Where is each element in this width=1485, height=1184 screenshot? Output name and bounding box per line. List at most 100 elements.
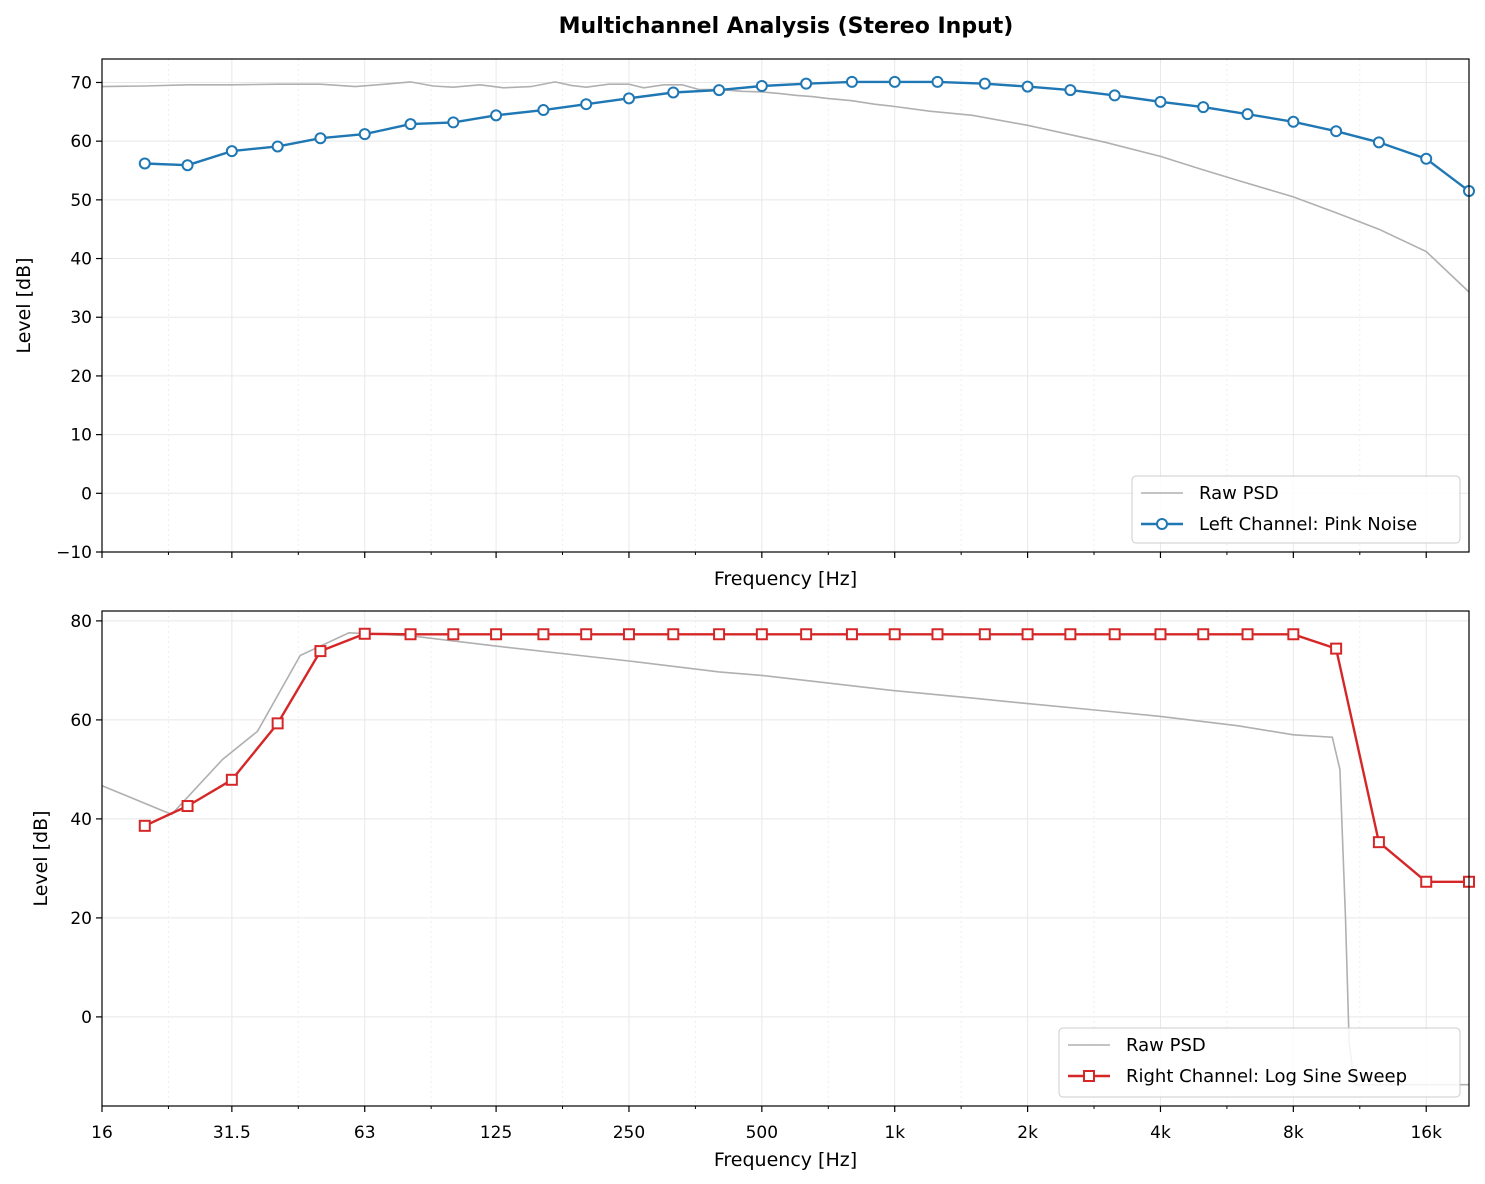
right-channel-point bbox=[490, 628, 503, 641]
right-channel-point bbox=[1372, 836, 1385, 849]
y-tick-label: −10 bbox=[56, 543, 92, 563]
x-tick-label: 125 bbox=[480, 1123, 512, 1143]
x-tick-label: 1k bbox=[884, 1123, 905, 1143]
top-grid bbox=[101, 59, 1469, 553]
right-channel-point bbox=[1021, 628, 1034, 641]
bottom-legend-raw-label: Raw PSD bbox=[1126, 1035, 1206, 1056]
left-channel-point bbox=[1330, 125, 1343, 138]
top-x-axis-label: Frequency [Hz] bbox=[714, 568, 857, 590]
raw-psd-line bbox=[102, 631, 1469, 1086]
right-channel-point bbox=[1064, 628, 1077, 641]
right-channel-line bbox=[144, 632, 1469, 883]
bottom-legend-box bbox=[1058, 1027, 1461, 1098]
left-channel-point bbox=[1420, 152, 1433, 165]
left-channel-point bbox=[138, 157, 151, 170]
top-legend: Raw PSD Left Channel: Pink Noise bbox=[1131, 475, 1461, 544]
y-tick-label: 60 bbox=[70, 132, 92, 152]
left-channel-point bbox=[713, 84, 726, 97]
left-channel-point bbox=[181, 159, 194, 172]
bottom-legend-entry-raw: Raw PSD bbox=[1068, 1035, 1206, 1056]
left-channel-point bbox=[447, 116, 460, 129]
left-channel-point bbox=[978, 77, 991, 90]
right-channel-point bbox=[138, 819, 151, 832]
top-legend-entry-left: Left Channel: Pink Noise bbox=[1141, 514, 1417, 535]
right-channel-point bbox=[800, 628, 813, 641]
bottom-subplot: 0 20 40 60 80 16 31.5 63 125 250 500 1k 2k 4k 8k 16k Fr… bbox=[30, 610, 1475, 1171]
x-tick-label: 16 bbox=[91, 1123, 113, 1143]
right-channel-point bbox=[271, 717, 284, 730]
top-legend-box bbox=[1131, 475, 1461, 544]
bottom-y-axis-label: Level [dB] bbox=[30, 810, 52, 906]
right-channel-point bbox=[667, 628, 680, 641]
y-tick-label: 80 bbox=[70, 612, 92, 632]
x-tick-label: 16k bbox=[1410, 1123, 1442, 1143]
left-channel-point bbox=[1108, 89, 1121, 102]
right-channel-point bbox=[1330, 642, 1343, 655]
bottom-legend-right-marker bbox=[1083, 1070, 1095, 1082]
left-channel-point bbox=[1372, 136, 1385, 149]
left-channel-point bbox=[667, 86, 680, 99]
figure-title: Multichannel Analysis (Stereo Input) bbox=[559, 14, 1014, 39]
y-tick-label: 20 bbox=[70, 367, 92, 387]
bottom-plot-frame bbox=[101, 610, 1470, 1107]
left-channel-point bbox=[225, 145, 238, 158]
right-channel-point bbox=[225, 773, 238, 786]
y-tick-label: 60 bbox=[70, 711, 92, 731]
y-tick-label: 0 bbox=[81, 1008, 92, 1028]
right-channel-point bbox=[1420, 875, 1433, 888]
x-tick-label: 31.5 bbox=[213, 1123, 251, 1143]
left-channel-point bbox=[404, 118, 417, 131]
y-tick-label: 0 bbox=[81, 484, 92, 504]
x-tick-label: 8k bbox=[1283, 1123, 1304, 1143]
left-channel-point bbox=[314, 132, 327, 145]
top-legend-left-marker bbox=[1156, 518, 1168, 530]
left-channel-point bbox=[888, 75, 901, 88]
x-tick-label: 250 bbox=[613, 1123, 645, 1143]
right-channel-point bbox=[845, 628, 858, 641]
left-channel-point bbox=[1241, 108, 1254, 121]
x-tick-label: 500 bbox=[746, 1123, 778, 1143]
right-channel-point bbox=[314, 645, 327, 658]
right-channel-point bbox=[931, 628, 944, 641]
left-channel-point bbox=[537, 104, 550, 117]
y-tick-label: 40 bbox=[70, 250, 92, 270]
y-tick-label: 20 bbox=[70, 909, 92, 929]
left-channel-point bbox=[1064, 84, 1077, 97]
left-channel-point bbox=[845, 75, 858, 88]
x-tick-label: 2k bbox=[1017, 1123, 1038, 1143]
left-channel-point bbox=[800, 77, 813, 90]
right-channel-point bbox=[447, 628, 460, 641]
left-channel-point bbox=[622, 92, 635, 105]
right-channel-point bbox=[755, 628, 768, 641]
y-tick-label: 30 bbox=[70, 308, 92, 328]
y-tick-label: 70 bbox=[70, 73, 92, 93]
raw-psd-line bbox=[102, 81, 1469, 293]
left-channel-point bbox=[1287, 115, 1300, 128]
left-channel-point bbox=[358, 128, 371, 141]
right-channel-point bbox=[358, 627, 371, 640]
left-channel-point bbox=[490, 109, 503, 122]
x-tick-label: 4k bbox=[1150, 1123, 1171, 1143]
right-channel-point bbox=[1241, 628, 1254, 641]
right-channel-point bbox=[978, 628, 991, 641]
y-tick-label: 10 bbox=[70, 426, 92, 446]
right-channel-point bbox=[1154, 628, 1167, 641]
right-channel-point bbox=[1287, 628, 1300, 641]
bottom-series-layer bbox=[102, 627, 1475, 1086]
top-legend-entry-raw: Raw PSD bbox=[1141, 483, 1279, 504]
left-channel-point bbox=[1021, 80, 1034, 93]
left-channel-line bbox=[144, 80, 1470, 193]
right-channel-point bbox=[580, 628, 593, 641]
top-plot-frame bbox=[101, 58, 1470, 553]
top-series-layer bbox=[102, 75, 1475, 293]
right-channel-point bbox=[1197, 628, 1210, 641]
top-subplot: −10 0 10 20 30 40 50 60 70 Frequency [Hz] Level … bbox=[13, 58, 1475, 590]
left-channel-point bbox=[580, 98, 593, 111]
bottom-legend: Raw PSD Right Channel: Log Sine Sweep bbox=[1058, 1027, 1461, 1098]
left-channel-point bbox=[271, 140, 284, 153]
bottom-legend-entry-right: Right Channel: Log Sine Sweep bbox=[1068, 1066, 1407, 1087]
bottom-ticks: 0 20 40 60 80 16 31.5 63 125 250 500 1k 2k 4k 8k 16k bbox=[70, 612, 1442, 1143]
left-channel-point bbox=[755, 79, 768, 92]
left-channel-point bbox=[1154, 95, 1167, 108]
